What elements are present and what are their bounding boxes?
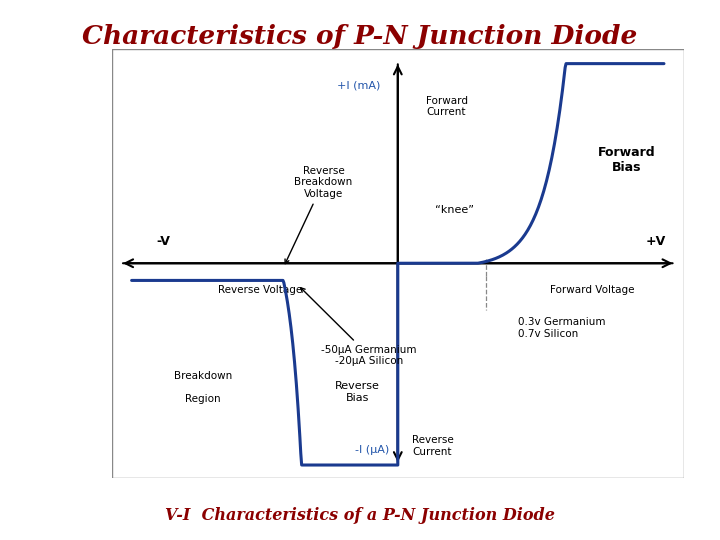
Text: Breakdown

Region: Breakdown Region bbox=[174, 371, 233, 404]
Text: Characteristics of P-N Junction Diode: Characteristics of P-N Junction Diode bbox=[82, 24, 638, 49]
Text: Reverse
Current: Reverse Current bbox=[412, 435, 454, 457]
Text: -50μA Germanium
-20μA Silicon: -50μA Germanium -20μA Silicon bbox=[301, 288, 417, 367]
Text: Reverse Voltage: Reverse Voltage bbox=[218, 285, 302, 295]
Text: -I (μA): -I (μA) bbox=[355, 445, 390, 455]
Text: +V: +V bbox=[645, 235, 665, 248]
Text: 0.3v Germanium
0.7v Silicon: 0.3v Germanium 0.7v Silicon bbox=[518, 317, 606, 339]
Text: V-I  Characteristics of a P-N Junction Diode: V-I Characteristics of a P-N Junction Di… bbox=[165, 507, 555, 524]
Text: Forward
Bias: Forward Bias bbox=[598, 146, 656, 174]
Text: Reverse
Breakdown
Voltage: Reverse Breakdown Voltage bbox=[285, 166, 353, 264]
Text: “knee”: “knee” bbox=[435, 205, 474, 214]
Text: Forward
Current: Forward Current bbox=[426, 96, 469, 117]
Text: -V: -V bbox=[156, 235, 170, 248]
Text: +I (mA): +I (mA) bbox=[337, 80, 381, 90]
Text: Forward Voltage: Forward Voltage bbox=[550, 285, 634, 295]
Text: Reverse
Bias: Reverse Bias bbox=[336, 381, 380, 403]
